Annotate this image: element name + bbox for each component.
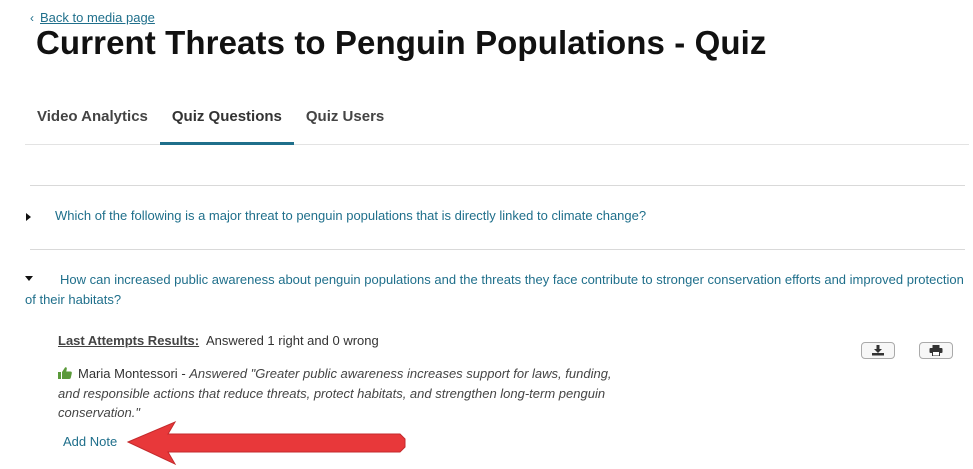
page-title: Current Threats to Penguin Populations -…	[36, 24, 767, 61]
question-text: How can increased public awareness about…	[25, 272, 964, 307]
user-answer: Maria Montessori - Answered "Greater pub…	[58, 364, 618, 423]
print-button[interactable]	[919, 342, 953, 359]
answer-text: Answered "Greater public awareness incre…	[58, 366, 612, 420]
tab-bar: Video Analytics Quiz Questions Quiz User…	[25, 100, 969, 145]
user-name: Maria Montessori	[78, 366, 178, 381]
results-summary: Answered 1 right and 0 wrong	[206, 333, 379, 348]
question-text: Which of the following is a major threat…	[55, 208, 647, 223]
question-item-2[interactable]: How can increased public awareness about…	[25, 270, 965, 310]
tab-quiz-users[interactable]: Quiz Users	[305, 108, 385, 125]
chevron-left-icon: ‹	[30, 10, 34, 25]
question-item-1[interactable]: Which of the following is a major threat…	[25, 206, 965, 226]
caret-right-icon	[26, 212, 31, 221]
answer-separator: -	[177, 366, 190, 381]
caret-down-icon	[25, 276, 33, 282]
red-arrow-pointer	[126, 420, 406, 466]
back-to-media-link[interactable]: ‹ Back to media page	[30, 10, 155, 25]
tab-quiz-questions[interactable]: Quiz Questions	[159, 100, 294, 145]
divider	[30, 249, 965, 250]
add-note-link[interactable]: Add Note	[63, 434, 118, 449]
tab-video-analytics[interactable]: Video Analytics	[37, 108, 148, 125]
last-attempts-label: Last Attempts Results:	[58, 333, 200, 348]
thumbs-up-icon	[58, 367, 72, 379]
last-attempts-results: Last Attempts Results: Answered 1 right …	[58, 333, 379, 348]
back-to-media-label: Back to media page	[40, 10, 155, 25]
download-icon	[872, 345, 884, 356]
divider	[30, 185, 965, 186]
print-icon	[929, 345, 943, 356]
download-button[interactable]	[861, 342, 895, 359]
